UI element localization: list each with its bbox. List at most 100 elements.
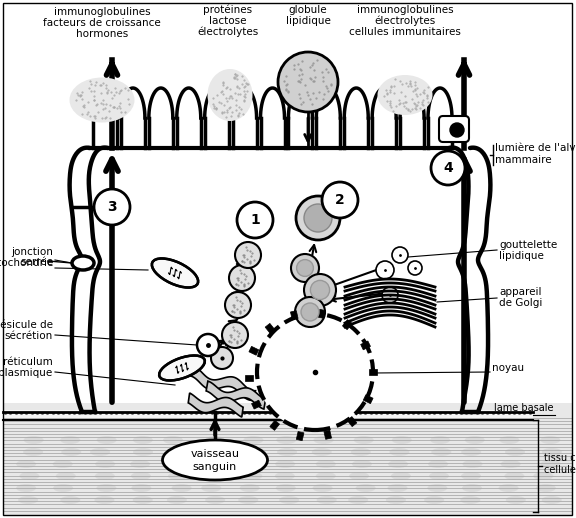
Text: endoplasmique: endoplasmique — [0, 368, 53, 378]
Bar — [369, 369, 377, 375]
Text: 3: 3 — [107, 200, 117, 214]
Circle shape — [278, 52, 338, 112]
Circle shape — [235, 242, 261, 268]
Bar — [324, 430, 332, 439]
Ellipse shape — [497, 472, 517, 480]
Ellipse shape — [59, 436, 79, 444]
Bar — [265, 323, 275, 334]
Ellipse shape — [281, 496, 301, 504]
Ellipse shape — [425, 472, 445, 480]
Bar — [318, 309, 325, 319]
Ellipse shape — [278, 448, 298, 456]
Ellipse shape — [247, 460, 267, 468]
Circle shape — [304, 274, 336, 306]
Ellipse shape — [96, 496, 116, 504]
Ellipse shape — [348, 472, 368, 480]
Circle shape — [225, 292, 251, 318]
Bar — [3, 410, 533, 418]
Text: sécrétion: sécrétion — [5, 331, 53, 341]
Ellipse shape — [238, 436, 258, 444]
Ellipse shape — [425, 460, 445, 468]
Circle shape — [291, 254, 319, 282]
Ellipse shape — [463, 436, 483, 444]
Ellipse shape — [357, 460, 377, 468]
Ellipse shape — [281, 460, 301, 468]
Text: électrolytes: électrolytes — [374, 16, 435, 26]
Text: cellules immunitaires: cellules immunitaires — [349, 27, 461, 37]
Ellipse shape — [352, 484, 372, 492]
Text: lipidique: lipidique — [499, 251, 544, 261]
Text: serrée: serrée — [20, 257, 53, 267]
Ellipse shape — [244, 496, 264, 504]
Ellipse shape — [540, 496, 560, 504]
Text: protéines: protéines — [203, 5, 252, 15]
Ellipse shape — [389, 484, 408, 492]
Ellipse shape — [52, 448, 73, 456]
Ellipse shape — [133, 472, 153, 480]
Circle shape — [310, 280, 329, 299]
Ellipse shape — [241, 472, 262, 480]
Ellipse shape — [426, 448, 445, 456]
Ellipse shape — [274, 472, 294, 480]
Bar — [347, 416, 357, 427]
Ellipse shape — [377, 75, 433, 115]
Circle shape — [382, 287, 398, 303]
Circle shape — [94, 189, 130, 225]
Ellipse shape — [423, 436, 443, 444]
Ellipse shape — [56, 484, 76, 492]
Ellipse shape — [70, 78, 135, 122]
Text: vaisseau: vaisseau — [191, 449, 240, 459]
FancyBboxPatch shape — [439, 116, 469, 142]
Bar — [290, 311, 298, 320]
Ellipse shape — [279, 436, 299, 444]
Circle shape — [297, 260, 313, 277]
Text: globule: globule — [289, 5, 327, 15]
Ellipse shape — [207, 496, 227, 504]
Bar — [296, 431, 304, 441]
Circle shape — [304, 204, 332, 232]
Text: cellules myoépithéliales: cellules myoépithéliales — [544, 465, 576, 475]
Ellipse shape — [60, 496, 81, 504]
Ellipse shape — [464, 448, 484, 456]
Ellipse shape — [314, 448, 334, 456]
Ellipse shape — [501, 484, 521, 492]
Ellipse shape — [162, 440, 267, 480]
Bar — [252, 400, 262, 409]
Polygon shape — [188, 393, 243, 417]
Ellipse shape — [135, 448, 155, 456]
Ellipse shape — [98, 460, 119, 468]
Bar — [361, 341, 370, 350]
Ellipse shape — [321, 460, 340, 468]
Text: immunoglobulines: immunoglobulines — [357, 5, 453, 15]
Ellipse shape — [18, 496, 39, 504]
Ellipse shape — [393, 436, 414, 444]
Ellipse shape — [540, 484, 560, 492]
Ellipse shape — [159, 355, 205, 381]
Ellipse shape — [98, 436, 119, 444]
Ellipse shape — [426, 496, 446, 504]
Ellipse shape — [358, 448, 377, 456]
Text: noyau: noyau — [492, 363, 524, 373]
Text: mammaire: mammaire — [495, 155, 552, 165]
Text: lame basale: lame basale — [494, 403, 554, 413]
Ellipse shape — [244, 448, 264, 456]
Ellipse shape — [55, 472, 74, 480]
Ellipse shape — [134, 484, 154, 492]
Ellipse shape — [320, 436, 340, 444]
Ellipse shape — [207, 69, 252, 121]
Ellipse shape — [535, 460, 555, 468]
Text: électrolytes: électrolytes — [198, 27, 259, 37]
Ellipse shape — [16, 472, 36, 480]
Text: mitochondrie: mitochondrie — [0, 258, 53, 268]
Circle shape — [408, 261, 422, 275]
Ellipse shape — [53, 460, 73, 468]
Ellipse shape — [469, 484, 489, 492]
Ellipse shape — [130, 436, 150, 444]
Bar — [270, 420, 279, 430]
Text: 1: 1 — [250, 213, 260, 227]
Circle shape — [392, 247, 408, 263]
Circle shape — [376, 261, 394, 279]
Ellipse shape — [21, 448, 41, 456]
Text: immunoglobulines: immunoglobulines — [54, 7, 150, 17]
Text: de Golgi: de Golgi — [499, 298, 543, 308]
